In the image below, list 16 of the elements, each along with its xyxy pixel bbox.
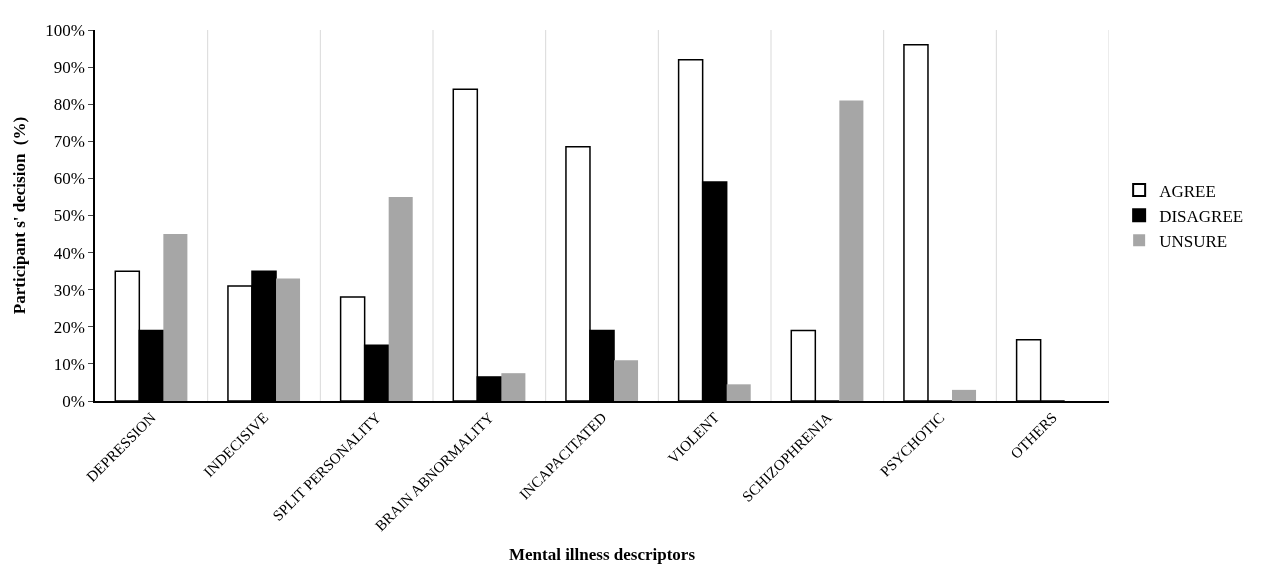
y-tick-label: 100% (45, 20, 85, 40)
legend-label: AGREE (1159, 181, 1216, 201)
y-tick-label: 50% (53, 206, 85, 226)
y-tick-label: 40% (53, 243, 85, 263)
y-tick-label: 70% (53, 132, 85, 152)
y-tick-label: 60% (53, 169, 85, 189)
legend-label: DISAGREE (1159, 206, 1244, 226)
y-tick-label: 10% (53, 354, 85, 374)
y-tick-label: 90% (53, 58, 85, 78)
x-axis-title: Mental illness descriptors (508, 545, 696, 565)
y-tick-label: 0% (62, 391, 85, 411)
y-axis-title: Participant s' decision (%) (10, 116, 30, 315)
y-tick-label: 80% (53, 95, 85, 115)
y-tick-label: 20% (53, 317, 85, 337)
y-tick-label: 30% (53, 280, 85, 300)
legend-label: UNSURE (1159, 231, 1228, 251)
